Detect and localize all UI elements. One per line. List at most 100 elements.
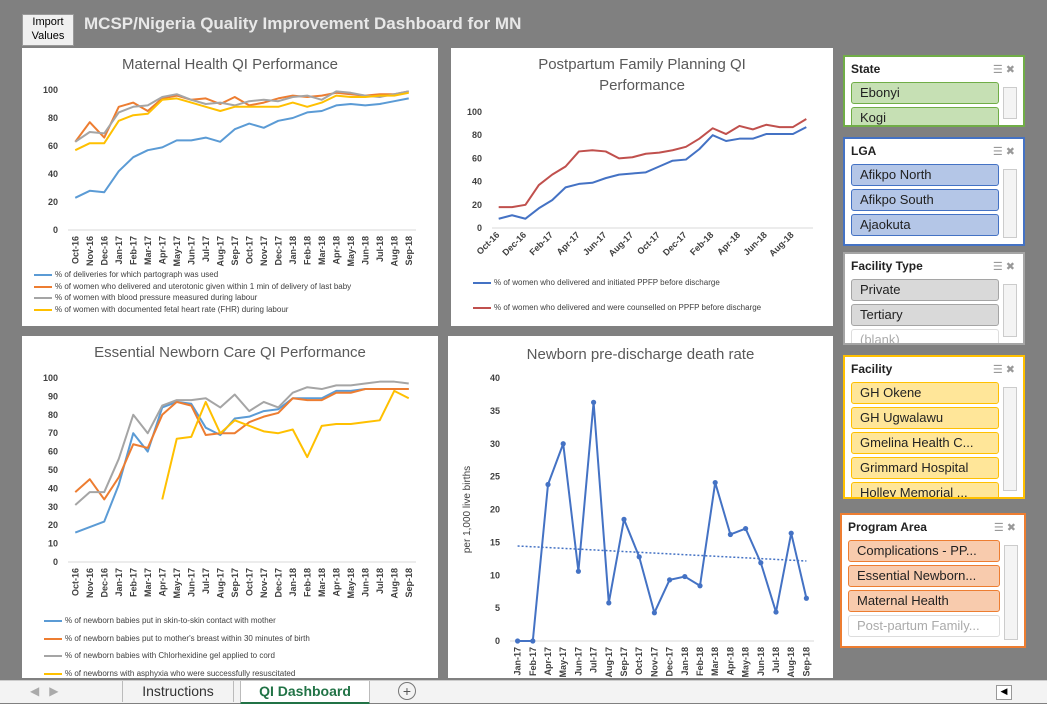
data-point bbox=[560, 441, 566, 447]
y-tick-label: 25 bbox=[490, 472, 500, 482]
x-tick-label: Apr-18 bbox=[331, 568, 341, 597]
slicer-icons[interactable]: ☰ ✖ bbox=[992, 146, 1015, 158]
legend-label: % of newborn babies put in skin-to-skin … bbox=[65, 616, 276, 625]
y-tick-label: 90 bbox=[48, 391, 58, 401]
series-line bbox=[74, 90, 409, 143]
x-tick-label: Mar-18 bbox=[317, 568, 327, 597]
legend-label: % of women who delivered and initiated P… bbox=[494, 278, 720, 287]
series-line bbox=[74, 91, 409, 152]
slicer-item[interactable]: Holley Memorial ... bbox=[851, 482, 999, 497]
legend-swatch bbox=[44, 672, 62, 675]
legend-label: % of newborns with asphyxia who were suc… bbox=[65, 668, 296, 678]
slicer-item[interactable]: Essential Newborn... bbox=[848, 565, 1000, 587]
sheet-tab[interactable]: QI Dashboard bbox=[240, 681, 370, 704]
x-tick-label: Jun-18 bbox=[756, 647, 766, 676]
plot: 0 5 10 15 20 25 30 35 40 Jan-17 Feb-17 Apr-17 May-17… bbox=[462, 373, 814, 678]
data-point bbox=[788, 530, 794, 536]
slicer-item[interactable]: Grimmard Hospital bbox=[851, 457, 999, 479]
x-tick-label: Feb-17 bbox=[527, 230, 555, 258]
x-tick-label: Oct-16 bbox=[70, 568, 80, 596]
slicer-item[interactable]: Private bbox=[851, 279, 999, 301]
y-tick-label: 100 bbox=[43, 373, 58, 383]
x-tick-label: Dec-17 bbox=[661, 230, 689, 258]
slicer-title: State bbox=[851, 62, 881, 76]
legend-label: % of women who delivered and uterotonic … bbox=[55, 281, 352, 291]
slicer-item[interactable]: Afikpo South bbox=[851, 189, 999, 211]
x-tick-label: Apr-18 bbox=[331, 236, 341, 265]
legend-swatch bbox=[34, 274, 52, 276]
x-tick-label: Mar-18 bbox=[317, 236, 327, 265]
x-tick-label: Oct-17 bbox=[244, 568, 254, 596]
slicer-icons[interactable]: ☰ ✖ bbox=[992, 64, 1015, 76]
x-tick-label: Jun-18 bbox=[360, 568, 370, 597]
slicer-icons[interactable]: ☰ ✖ bbox=[992, 364, 1015, 376]
y-tick-label: 0 bbox=[477, 223, 482, 233]
slicer-item[interactable]: (blank) bbox=[851, 329, 999, 343]
legend-swatch bbox=[34, 308, 52, 311]
y-tick-label: 30 bbox=[48, 502, 58, 512]
y-tick-label: 0 bbox=[495, 636, 500, 646]
x-tick-label: May-18 bbox=[346, 568, 356, 599]
slicer-item[interactable]: Ebonyi bbox=[851, 82, 999, 104]
slicer-icons[interactable]: ☰ ✖ bbox=[993, 522, 1016, 534]
x-tick-label: Apr-18 bbox=[715, 230, 742, 257]
sheet-tab[interactable]: Instructions bbox=[122, 681, 234, 702]
scroll-arrows[interactable]: ◀ ▶ bbox=[30, 684, 59, 698]
slicer-item[interactable]: Maternal Health bbox=[848, 590, 1000, 612]
slicer-scrollbar[interactable] bbox=[1003, 387, 1017, 491]
slicer-scrollbar[interactable] bbox=[1004, 545, 1018, 640]
data-point bbox=[758, 560, 764, 566]
slicer-icons[interactable]: ☰ ✖ bbox=[992, 261, 1015, 273]
slicer-item[interactable]: Kogi bbox=[851, 107, 999, 125]
x-tick-label: Jun-18 bbox=[741, 230, 769, 258]
slicer-scrollbar[interactable] bbox=[1003, 169, 1017, 238]
legend-entry: % of women with documented fetal heart r… bbox=[34, 305, 434, 314]
legend-label: % of newborn babies put to mother's brea… bbox=[65, 633, 310, 643]
x-tick-label: Feb-18 bbox=[302, 236, 312, 265]
slicer-scrollbar[interactable] bbox=[1003, 284, 1017, 337]
slicer-scrollbar[interactable] bbox=[1003, 87, 1017, 119]
x-tick-label: Apr-17 bbox=[157, 236, 167, 265]
slicer-item[interactable]: Ajaokuta bbox=[851, 214, 999, 236]
legend-entry: % of women who delivered and initiated P… bbox=[473, 278, 803, 287]
x-tick-label: Jun-17 bbox=[573, 647, 583, 676]
y-tick-label: 30 bbox=[490, 439, 500, 449]
legend-entry: % of deliveries for which partograph was… bbox=[34, 270, 434, 279]
y-tick-label: 20 bbox=[472, 200, 482, 210]
x-tick-label: Jan-17 bbox=[114, 568, 124, 597]
slicer-item[interactable]: Post-partum Family... bbox=[848, 615, 1000, 637]
y-tick-label: 80 bbox=[472, 130, 482, 140]
slicer-item[interactable]: GH Ugwalawu bbox=[851, 407, 999, 429]
series-line bbox=[498, 118, 807, 209]
slicer-item[interactable]: GH Okene bbox=[851, 382, 999, 404]
scroll-left[interactable]: ◀ bbox=[996, 685, 1012, 700]
x-tick-label: Feb-17 bbox=[528, 647, 538, 676]
x-tick-label: Apr-17 bbox=[543, 647, 553, 676]
data-point bbox=[606, 600, 612, 606]
data-point bbox=[743, 525, 749, 532]
slicer-item[interactable]: Afikpo North bbox=[851, 164, 999, 186]
x-tick-label: Jan-18 bbox=[680, 647, 690, 676]
data-point bbox=[591, 399, 597, 405]
x-tick-label: May-18 bbox=[346, 236, 356, 267]
chart-panel: Maternal Health QI Performance 0 20 40 60 80 1… bbox=[22, 48, 438, 326]
data-point bbox=[636, 554, 642, 560]
add-sheet[interactable]: + bbox=[398, 682, 416, 700]
tab-bar: ◀ ▶ Instructions QI Dashboard + ◀ bbox=[0, 680, 1047, 704]
slicer-item[interactable]: Gmelina Health C... bbox=[851, 432, 999, 454]
chart-panel: Newborn pre-discharge death rate 0 5 10 15 20… bbox=[448, 336, 833, 678]
chart-panel: Essential Newborn Care QI Performance 0 10… bbox=[22, 336, 438, 678]
x-tick-label: Dec-16 bbox=[99, 568, 109, 598]
import-button[interactable]: Import Values bbox=[22, 14, 74, 46]
y-tick-label: 0 bbox=[53, 225, 58, 235]
x-tick-label: Dec-17 bbox=[273, 568, 283, 598]
slicer-item[interactable]: Tertiary bbox=[851, 304, 999, 326]
chart-panel: Postpartum Family Planning QI Performanc… bbox=[451, 48, 833, 326]
x-tick-label: Mar-17 bbox=[143, 568, 153, 597]
y-tick-label: 35 bbox=[490, 406, 500, 416]
x-tick-label: Aug-17 bbox=[604, 647, 614, 678]
y-tick-label: 20 bbox=[490, 505, 500, 515]
slicer-item[interactable]: Complications - PP... bbox=[848, 540, 1000, 562]
x-tick-label: Aug-18 bbox=[389, 568, 399, 599]
